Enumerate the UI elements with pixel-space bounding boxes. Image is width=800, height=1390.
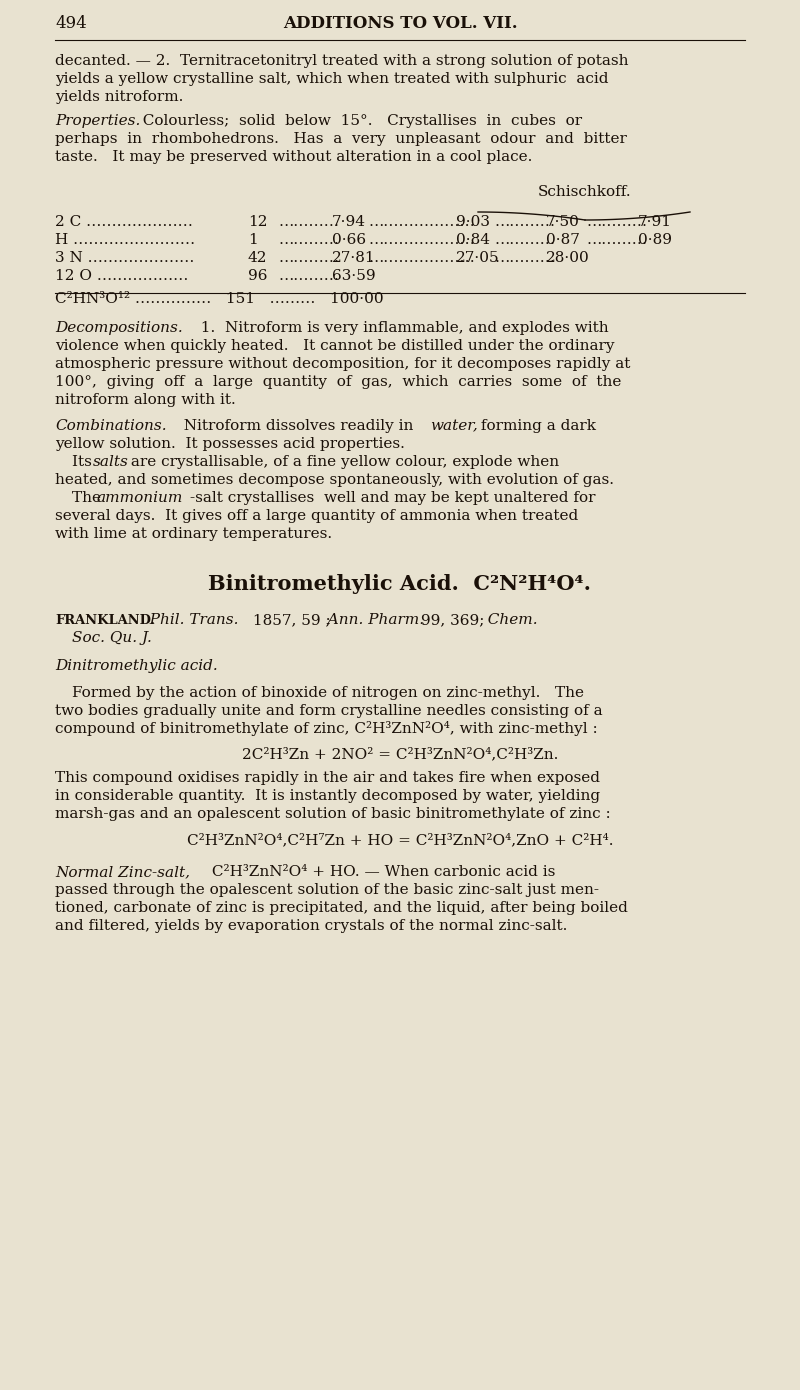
Text: yields nitroform.: yields nitroform. xyxy=(55,90,183,104)
Text: 100°,  giving  off  a  large  quantity  of  gas,  which  carries  some  of  the: 100°, giving off a large quantity of gas… xyxy=(55,375,622,389)
Text: …………: ………… xyxy=(494,234,555,247)
Text: …………: ………… xyxy=(494,252,555,265)
Text: 7·94: 7·94 xyxy=(332,215,366,229)
Text: 1.  Nitroform is very inflammable, and explodes with: 1. Nitroform is very inflammable, and ex… xyxy=(191,321,609,335)
Text: passed through the opalescent solution of the basic zinc-salt just men-: passed through the opalescent solution o… xyxy=(55,883,599,897)
Text: in considerable quantity.  It is instantly decomposed by water, yielding: in considerable quantity. It is instantl… xyxy=(55,790,600,803)
Text: are crystallisable, of a fine yellow colour, explode when: are crystallisable, of a fine yellow col… xyxy=(126,455,559,468)
Text: 0·87: 0·87 xyxy=(546,234,580,247)
Text: Soc. Qu. J.: Soc. Qu. J. xyxy=(72,631,152,645)
Text: …………: ………… xyxy=(278,215,339,229)
Text: Colourless;  solid  below  15°.   Crystallises  in  cubes  or: Colourless; solid below 15°. Crystallise… xyxy=(133,114,582,128)
Text: marsh-gas and an opalescent solution of basic binitromethylate of zinc :: marsh-gas and an opalescent solution of … xyxy=(55,808,610,821)
Text: …………: ………… xyxy=(586,234,647,247)
Text: ADDITIONS TO VOL. VII.: ADDITIONS TO VOL. VII. xyxy=(282,15,518,32)
Text: forming a dark: forming a dark xyxy=(476,418,596,434)
Text: Chem.: Chem. xyxy=(478,613,538,627)
Text: …………: ………… xyxy=(278,270,339,284)
Text: FRANKLAND.: FRANKLAND. xyxy=(55,614,154,627)
Text: 9·03: 9·03 xyxy=(456,215,490,229)
Text: 494: 494 xyxy=(55,15,86,32)
Text: 12: 12 xyxy=(248,215,267,229)
Text: Decompositions.: Decompositions. xyxy=(55,321,182,335)
Text: 0·84: 0·84 xyxy=(456,234,490,247)
Text: several days.  It gives off a large quantity of ammonia when treated: several days. It gives off a large quant… xyxy=(55,509,578,523)
Text: compound of binitromethylate of zinc, C²H³ZnN²O⁴, with zinc-methyl :: compound of binitromethylate of zinc, C²… xyxy=(55,721,598,735)
Text: …………: ………… xyxy=(494,215,555,229)
Text: atmospheric pressure without decomposition, for it decomposes rapidly at: atmospheric pressure without decompositi… xyxy=(55,357,630,371)
Text: …………: ………… xyxy=(278,252,339,265)
Text: …………: ………… xyxy=(278,234,339,247)
Text: 63·59: 63·59 xyxy=(332,270,376,284)
Text: Phil. Trans.: Phil. Trans. xyxy=(140,613,238,627)
Text: 42: 42 xyxy=(248,252,267,265)
Text: Dinitromethylic acid.: Dinitromethylic acid. xyxy=(55,659,218,673)
Text: …………………: ………………… xyxy=(368,252,474,265)
Text: C²H³ZnN²O⁴,C²H⁷Zn + HO = C²H³ZnN²O⁴,ZnO + C²H⁴.: C²H³ZnN²O⁴,C²H⁷Zn + HO = C²H³ZnN²O⁴,ZnO … xyxy=(186,833,614,847)
Text: 1: 1 xyxy=(248,234,258,247)
Text: Properties.: Properties. xyxy=(55,114,140,128)
Text: Schischkoff.: Schischkoff. xyxy=(538,185,632,199)
Text: 7·91: 7·91 xyxy=(638,215,672,229)
Text: Binitromethylic Acid.  C²N²H⁴O⁴.: Binitromethylic Acid. C²N²H⁴O⁴. xyxy=(209,574,591,594)
Text: Combinations.: Combinations. xyxy=(55,418,166,434)
Text: 28·00: 28·00 xyxy=(546,252,590,265)
Text: 27·05: 27·05 xyxy=(456,252,500,265)
Text: The: The xyxy=(72,491,106,505)
Text: perhaps  in  rhombohedrons.   Has  a  very  unpleasant  odour  and  bitter: perhaps in rhombohedrons. Has a very unp… xyxy=(55,132,627,146)
Text: 0·66: 0·66 xyxy=(332,234,366,247)
Text: Normal Zinc-salt,: Normal Zinc-salt, xyxy=(55,865,190,878)
Text: …………………: ………………… xyxy=(368,234,474,247)
Text: nitroform along with it.: nitroform along with it. xyxy=(55,393,236,407)
Text: salts: salts xyxy=(93,455,129,468)
Text: -salt crystallises  well and may be kept unaltered for: -salt crystallises well and may be kept … xyxy=(190,491,595,505)
Text: heated, and sometimes decompose spontaneously, with evolution of gas.: heated, and sometimes decompose spontane… xyxy=(55,473,614,486)
Text: taste.   It may be preserved without alteration in a cool place.: taste. It may be preserved without alter… xyxy=(55,150,532,164)
Text: 27·81: 27·81 xyxy=(332,252,376,265)
Text: 2 C …………………: 2 C ………………… xyxy=(55,215,193,229)
Text: This compound oxidises rapidly in the air and takes fire when exposed: This compound oxidises rapidly in the ai… xyxy=(55,771,600,785)
Text: …………………: ………………… xyxy=(368,215,474,229)
Text: decanted. — 2.  Ternitracetonitryl treated with a strong solution of potash: decanted. — 2. Ternitracetonitryl treate… xyxy=(55,54,629,68)
Text: Its: Its xyxy=(72,455,97,468)
Text: 1857, 59 ;: 1857, 59 ; xyxy=(248,613,330,627)
Text: yields a yellow crystalline salt, which when treated with sulphuric  acid: yields a yellow crystalline salt, which … xyxy=(55,72,609,86)
Text: 2C²H³Zn + 2NO² = C²H³ZnN²O⁴,C²H³Zn.: 2C²H³Zn + 2NO² = C²H³ZnN²O⁴,C²H³Zn. xyxy=(242,746,558,760)
Text: 3 N …………………: 3 N ………………… xyxy=(55,252,194,265)
Text: H ……………………: H …………………… xyxy=(55,234,195,247)
Text: 7·50: 7·50 xyxy=(546,215,580,229)
Text: tioned, carbonate of zinc is precipitated, and the liquid, after being boiled: tioned, carbonate of zinc is precipitate… xyxy=(55,901,628,915)
Text: Nitroform dissolves readily in: Nitroform dissolves readily in xyxy=(174,418,418,434)
Text: C²H³ZnN²O⁴ + HO. — When carbonic acid is: C²H³ZnN²O⁴ + HO. — When carbonic acid is xyxy=(207,865,555,878)
Text: 0·89: 0·89 xyxy=(638,234,672,247)
Text: with lime at ordinary temperatures.: with lime at ordinary temperatures. xyxy=(55,527,332,541)
Text: violence when quickly heated.   It cannot be distilled under the ordinary: violence when quickly heated. It cannot … xyxy=(55,339,614,353)
Text: two bodies gradually unite and form crystalline needles consisting of a: two bodies gradually unite and form crys… xyxy=(55,703,602,719)
Text: 96: 96 xyxy=(248,270,267,284)
Text: 12 O ………………: 12 O ……………… xyxy=(55,270,188,284)
Text: and filtered, yields by evaporation crystals of the normal zinc-salt.: and filtered, yields by evaporation crys… xyxy=(55,919,567,933)
Text: ammonium: ammonium xyxy=(96,491,182,505)
Text: C²HN³O¹² ……………   151   ………   100·00: C²HN³O¹² …………… 151 ……… 100·00 xyxy=(55,292,384,306)
Text: Ann. Pharm.: Ann. Pharm. xyxy=(318,613,424,627)
Text: …………: ………… xyxy=(586,215,647,229)
Text: yellow solution.  It possesses acid properties.: yellow solution. It possesses acid prope… xyxy=(55,436,405,450)
Text: water,: water, xyxy=(430,418,478,434)
Text: Formed by the action of binoxide of nitrogen on zinc-methyl.   The: Formed by the action of binoxide of nitr… xyxy=(72,687,584,701)
Text: 99, 369;: 99, 369; xyxy=(416,613,484,627)
